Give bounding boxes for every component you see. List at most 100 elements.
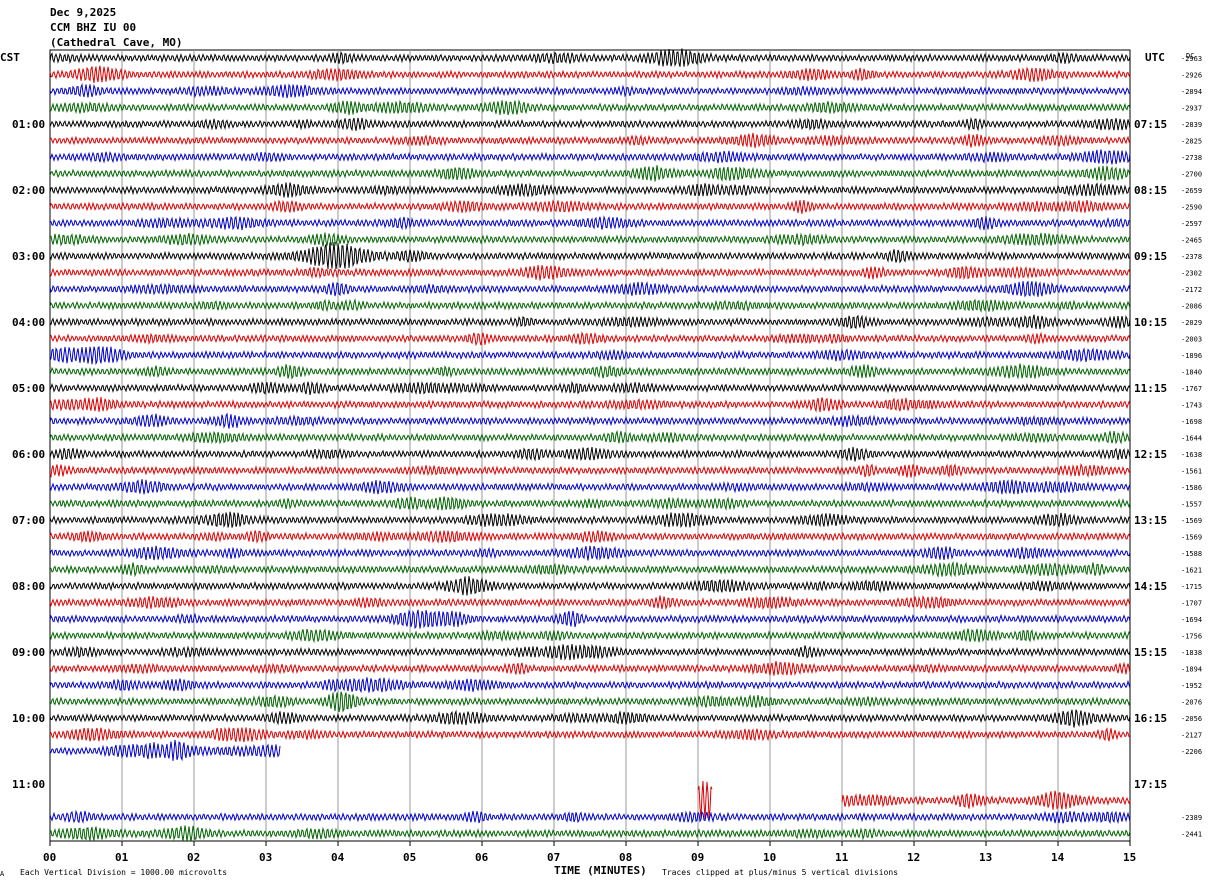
dc-value-row-10: -2597: [1181, 220, 1202, 228]
x-tick-label-02: 02: [187, 851, 200, 864]
right-hour-label: 11:15: [1134, 382, 1167, 395]
left-hour-label: 08:00: [12, 580, 45, 593]
x-tick-label-12: 12: [907, 851, 920, 864]
trace-row-47: [49, 825, 1131, 842]
left-hour-label: 05:00: [12, 382, 45, 395]
plot-frame: [49, 49, 1131, 842]
minute-gridlines: [121, 50, 1059, 841]
trace-row-38: [49, 677, 1131, 694]
dc-value-row-12: -2378: [1181, 253, 1202, 261]
trace-row-45: [841, 790, 1131, 810]
dc-value-row-0: -2963: [1181, 55, 1202, 63]
trace-row-3: [49, 99, 1131, 116]
dc-value-row-22: -1698: [1181, 418, 1202, 426]
dc-value-row-40: -2056: [1181, 715, 1202, 723]
dc-value-row-9: -2590: [1181, 204, 1202, 212]
dc-value-row-3: -2937: [1181, 105, 1202, 113]
trace-row-17: [49, 331, 1131, 347]
dc-value-row-34: -1694: [1181, 616, 1202, 624]
left-hour-label: 01:00: [12, 118, 45, 131]
left-hour-label: 04:00: [12, 316, 45, 329]
dc-value-row-32: -1715: [1181, 583, 1202, 591]
dc-value-row-46: -2389: [1181, 814, 1202, 822]
header-station: CCM BHZ IU 00: [50, 21, 136, 34]
trace-row-26: [49, 479, 1131, 495]
trace-row-30: [49, 545, 1131, 561]
dc-value-row-18: -1896: [1181, 352, 1202, 360]
trace-row-34: [49, 609, 1131, 630]
dc-value-row-25: -1561: [1181, 468, 1202, 476]
dc-value-row-11: -2465: [1181, 237, 1202, 245]
dc-value-row-23: -1644: [1181, 435, 1202, 443]
dc-value-row-4: -2839: [1181, 121, 1202, 129]
dc-value-row-15: -2086: [1181, 303, 1202, 311]
x-tick-label-06: 06: [475, 851, 489, 864]
x-tick-label-13: 13: [979, 851, 992, 864]
dc-value-row-42: -2206: [1181, 748, 1202, 756]
header-location: (Cathedral Cave, MO): [50, 36, 182, 49]
trace-row-5: [49, 132, 1131, 148]
left-hour-label: 07:00: [12, 514, 45, 527]
dc-value-row-5: -2825: [1181, 138, 1202, 146]
trace-row-13: [49, 264, 1131, 281]
dc-value-row-16: -2029: [1181, 319, 1202, 327]
left-hour-label: 10:00: [12, 712, 45, 725]
trace-row-0: [49, 48, 1131, 68]
header-date: Dec 9,2025: [50, 6, 116, 19]
left-timezone-label: CST: [0, 51, 20, 64]
x-tick-label-01: 01: [115, 851, 129, 864]
trace-row-29: [49, 529, 1131, 544]
trace-row-25: [49, 463, 1131, 479]
x-tick-label-00: 00: [43, 851, 56, 864]
x-tick-label-10: 10: [763, 851, 776, 864]
trace-row-20: [49, 380, 1131, 396]
right-hour-label: 09:15: [1134, 250, 1167, 263]
left-hour-label: 06:00: [12, 448, 45, 461]
trace-row-6: [49, 149, 1131, 165]
right-hour-label: 12:15: [1134, 448, 1167, 461]
right-hour-label: 15:15: [1134, 646, 1167, 659]
trace-row-14: [49, 280, 1131, 298]
dc-value-row-6: -2738: [1181, 154, 1202, 162]
clip-note: Traces clipped at plus/minus 5 vertical …: [662, 868, 898, 877]
dc-value-row-38: -1952: [1181, 682, 1202, 690]
trace-row-2: [49, 82, 1130, 99]
dc-value-row-27: -1557: [1181, 501, 1202, 509]
x-tick-label-14: 14: [1051, 851, 1065, 864]
trace-row-41: [49, 727, 1131, 743]
x-axis-ticks: 00 01 02 03 04 05 06 07 08 09 10 11 12 13 14 15: [43, 841, 1136, 864]
trace-row-24: [49, 446, 1131, 462]
trace-row-18: [49, 346, 1131, 366]
dc-value-row-31: -1621: [1181, 567, 1202, 575]
trace-row-22: [49, 412, 1131, 429]
dc-column-label: DC: [1186, 52, 1194, 60]
dc-value-row-36: -1838: [1181, 649, 1202, 657]
dc-value-row-30: -1588: [1181, 550, 1202, 558]
dc-value-row-29: -1569: [1181, 534, 1202, 542]
dc-value-row-2: -2894: [1181, 88, 1202, 96]
dc-value-row-13: -2302: [1181, 270, 1202, 278]
right-hour-label: 07:15: [1134, 118, 1167, 131]
trace-row-40: [49, 709, 1131, 728]
trace-row-10: [49, 215, 1131, 231]
trace-row-46: [49, 809, 1131, 825]
dc-value-row-19: -1840: [1181, 369, 1202, 377]
dc-value-row-33: -1707: [1181, 600, 1202, 608]
trace-row-31: [49, 560, 1131, 579]
left-hour-labels: 01:00 02:00 03:00 04:00 05:00 06:00 07:00 08:00…: [12, 118, 45, 791]
dc-value-row-20: -1767: [1181, 385, 1202, 393]
trace-row-42: [49, 739, 281, 762]
corner-mark: A: [0, 870, 5, 878]
dc-value-row-7: -2700: [1181, 171, 1202, 179]
dc-value-row-35: -1756: [1181, 633, 1202, 641]
dc-value-row-26: -1586: [1181, 484, 1202, 492]
dc-value-row-47: -2441: [1181, 831, 1202, 839]
x-tick-label-09: 09: [691, 851, 704, 864]
right-hour-label: 14:15: [1134, 580, 1167, 593]
trace-row-21: [49, 396, 1131, 413]
seismic-traces: [49, 48, 1131, 842]
right-timezone-label: UTC: [1145, 51, 1165, 64]
trace-row-11: [49, 232, 1131, 248]
x-tick-label-05: 05: [403, 851, 416, 864]
